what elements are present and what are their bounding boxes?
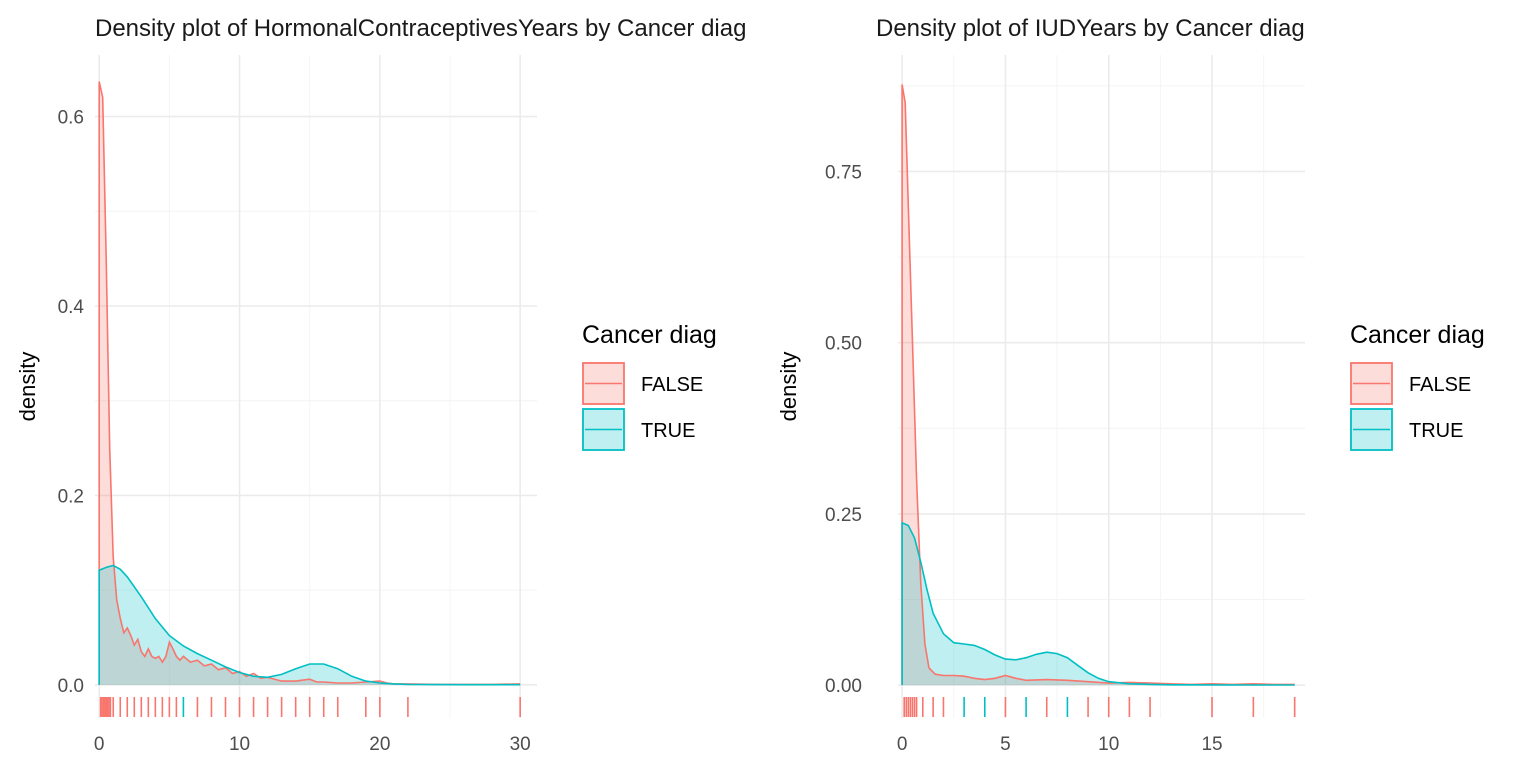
legend-title: Cancer diag — [1350, 321, 1485, 349]
y-tick-label: 0.25 — [825, 505, 862, 526]
density-line-false — [901, 84, 1295, 686]
density-area-false — [902, 84, 1295, 686]
legend-title: Cancer diag — [582, 321, 717, 349]
left-density-panel: 0 10 20 30 0.0 0.2 0.4 0.6 Density plot of Hormo… — [15, 15, 746, 755]
legend-label-true: TRUE — [1409, 420, 1463, 442]
left-density-chart: 0 10 20 30 0.0 0.2 0.4 0.6 Density plot of Hormo… — [15, 15, 746, 755]
x-tick-label: 30 — [510, 734, 531, 755]
density-area-true — [902, 522, 1295, 686]
x-tick-label: 0 — [94, 734, 105, 755]
density-line-true — [98, 564, 521, 686]
legend: Cancer diag FALSE TRUE — [1350, 321, 1485, 451]
density-line-false — [98, 81, 521, 686]
x-tick-label: 15 — [1201, 734, 1222, 755]
x-tick-label: 0 — [897, 734, 908, 755]
y-axis-label: density — [776, 352, 801, 422]
y-tick-label: 0.2 — [58, 486, 84, 507]
y-axis-label: density — [15, 352, 40, 422]
right-density-panel: 0 5 10 15 0.00 0.25 0.50 0.75 Density plot of IU… — [768, 0, 1536, 768]
legend-label-true: TRUE — [641, 420, 695, 442]
chart-title: Density plot of HormonalContraceptivesYe… — [95, 15, 746, 42]
x-tick-label: 5 — [1000, 734, 1011, 755]
legend-label-false: FALSE — [1409, 374, 1471, 396]
y-tick-label: 0.0 — [58, 676, 84, 697]
y-tick-label: 0.50 — [825, 334, 862, 355]
chart-title: Density plot of IUDYears by Cancer diag — [876, 15, 1305, 42]
y-tick-label: 0.75 — [825, 162, 862, 183]
y-tick-label: 0.00 — [825, 676, 862, 697]
density-line-true — [901, 521, 1295, 686]
x-tick-label: 10 — [229, 734, 250, 755]
legend-label-false: FALSE — [641, 374, 703, 396]
y-tick-label: 0.4 — [58, 297, 85, 318]
y-tick-label: 0.6 — [58, 108, 84, 129]
right-density-chart: 0 5 10 15 0.00 0.25 0.50 0.75 Density plot of IU… — [776, 15, 1485, 755]
density-area-true — [99, 565, 521, 685]
x-tick-label: 10 — [1098, 734, 1119, 755]
x-tick-label: 20 — [369, 734, 390, 755]
legend: Cancer diag FALSE TRUE — [582, 321, 717, 451]
